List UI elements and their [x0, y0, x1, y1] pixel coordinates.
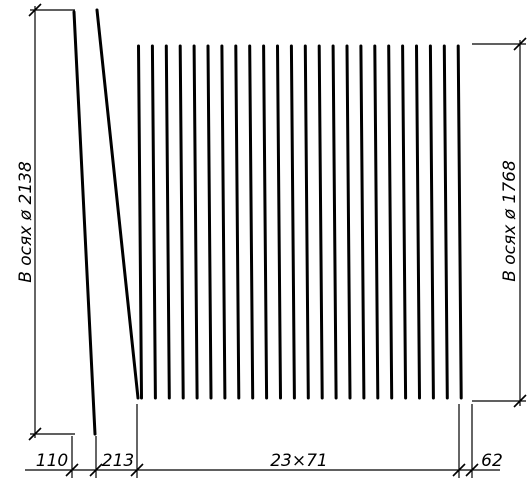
spiral-coil-bar: [345, 44, 352, 400]
spiral-coil-bar: [234, 44, 241, 400]
tick-mark: [130, 463, 144, 477]
end-coil-bar: [72, 10, 97, 436]
tick-mark: [28, 3, 42, 17]
spiral-coil-bar: [303, 44, 310, 400]
dimension-label-213: 213: [102, 451, 134, 471]
spiral-coil-bar: [164, 44, 171, 400]
left-dimension: [28, 3, 75, 441]
spiral-coil-bar: [137, 44, 143, 400]
tick-mark: [513, 37, 527, 51]
spiral-coil-bar: [428, 44, 435, 400]
spiral-coil-bar: [442, 44, 449, 400]
spiral-coil-bar: [415, 44, 421, 400]
dimension-label-62: 62: [481, 451, 503, 471]
spiral-coil-bar: [248, 44, 255, 400]
transition-coil-bar: [95, 8, 140, 400]
transition-coils: [72, 8, 140, 436]
spiral-coil-bar: [387, 44, 394, 400]
spiral-coil-bar: [289, 44, 296, 400]
dimension-label-110: 110: [36, 451, 68, 471]
spiral-coil-bar: [150, 44, 157, 400]
tick-mark: [452, 463, 466, 477]
left-dimension-label: В осях ø 2138: [16, 161, 36, 283]
spiral-coil-bar: [456, 44, 463, 400]
spiral-coils: [137, 44, 463, 400]
spiral-coil-bar: [192, 44, 199, 400]
spiral-coil-bar: [276, 44, 282, 400]
spiral-coil-bar: [262, 44, 269, 400]
spiral-coil-bar: [373, 44, 380, 400]
right-dimension: [472, 37, 527, 408]
dimension-label-pitch: 23×71: [270, 451, 328, 471]
tick-mark: [28, 427, 42, 441]
bottom-dimension-chain: [25, 404, 500, 478]
spiral-coil-bar: [331, 44, 338, 400]
spiral-coil-bar: [401, 44, 408, 400]
tick-mark: [513, 394, 527, 408]
spiral-coil-bar: [220, 44, 227, 400]
spiral-coil-bar: [317, 44, 324, 400]
tick-mark: [465, 463, 479, 477]
spiral-coil-bar: [359, 44, 366, 400]
spiral-coil-bar: [178, 44, 185, 400]
right-dimension-label: В осях ø 1768: [500, 160, 520, 282]
tick-mark: [89, 463, 103, 477]
spiral-coil-bar: [206, 44, 213, 400]
tick-mark: [65, 463, 79, 477]
bottom-tick-marks: [65, 463, 479, 477]
